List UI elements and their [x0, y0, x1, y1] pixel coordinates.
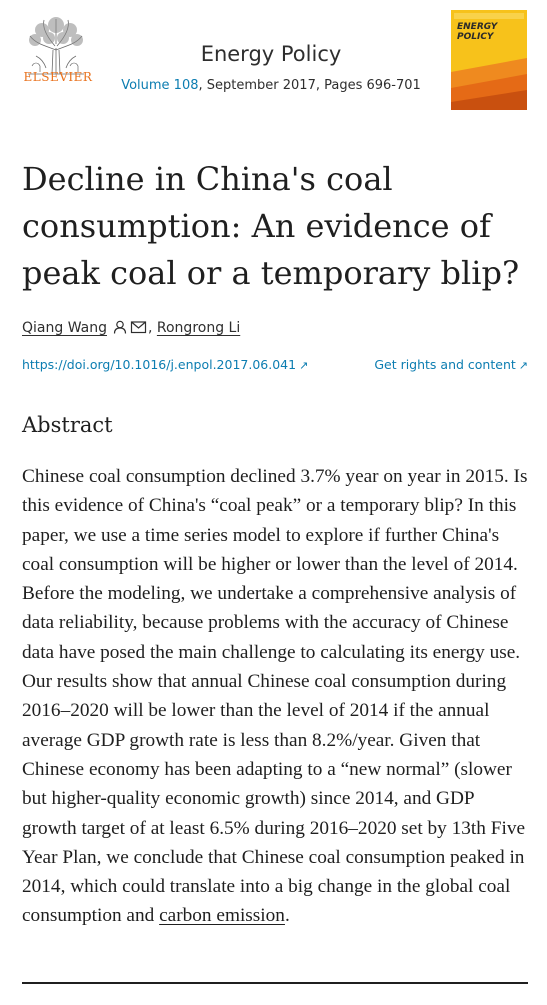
- issue-details: , September 2017, Pages 696-701: [198, 78, 421, 93]
- abstract-heading: Abstract: [22, 413, 113, 437]
- journal-name[interactable]: Energy Policy: [200, 42, 342, 66]
- elsevier-wordmark: ELSEVIER: [23, 70, 93, 84]
- external-link-arrow-icon: ↗: [299, 359, 309, 372]
- author-separator: ,: [147, 320, 153, 336]
- author-contact-icons[interactable]: [113, 320, 147, 338]
- elsevier-tree-logo[interactable]: [22, 8, 90, 84]
- article-title: Decline in China's coal consumption: An …: [22, 160, 520, 292]
- journal-issue-info: Volume 108, September 2017, Pages 696-70…: [118, 78, 424, 93]
- abstract-paragraph: Chinese coal consumption declined 3.7% y…: [22, 462, 532, 931]
- article-header: ELSEVIER Energy Policy Volume 108, Septe…: [0, 0, 547, 110]
- envelope-icon: [130, 321, 147, 334]
- cover-title: ENERGY POLICY: [457, 22, 498, 42]
- doi-link[interactable]: https://doi.org/10.1016/j.enpol.2017.06.…: [22, 357, 308, 372]
- rights-link-text: Get rights and content: [374, 357, 516, 372]
- abstract-text: Chinese coal consumption declined 3.7% y…: [22, 466, 528, 927]
- rights-and-content-link[interactable]: Get rights and content ↗: [374, 357, 528, 372]
- external-link-arrow-icon: ↗: [518, 359, 528, 372]
- cover-artwork: [451, 10, 527, 110]
- journal-cover-thumbnail[interactable]: ENERGY POLICY: [451, 10, 527, 110]
- carbon-emission-link[interactable]: carbon emission: [159, 905, 285, 927]
- section-divider: [22, 982, 528, 984]
- person-icon: [113, 320, 127, 334]
- abstract-text-end: .: [284, 905, 290, 927]
- doi-link-text: https://doi.org/10.1016/j.enpol.2017.06.…: [22, 357, 297, 372]
- author-list: Qiang Wang , Rongrong Li: [22, 320, 240, 338]
- volume-link[interactable]: Volume 108: [121, 78, 199, 93]
- author-name[interactable]: Qiang Wang: [22, 320, 107, 336]
- author-name[interactable]: Rongrong Li: [156, 320, 241, 336]
